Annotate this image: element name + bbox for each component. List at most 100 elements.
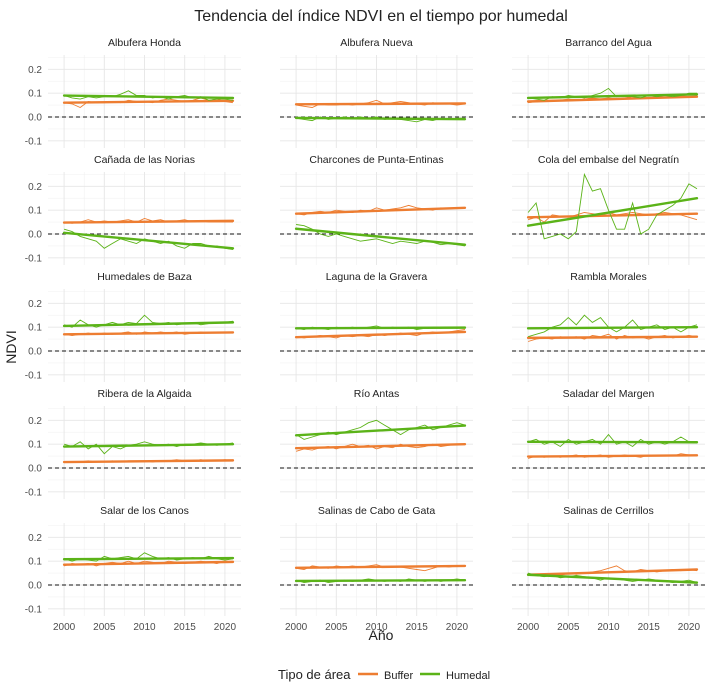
y-tick-label: -0.1 (25, 370, 43, 381)
y-tick-label: -0.1 (25, 604, 43, 615)
humedal-trend-line (526, 573, 699, 584)
humedal-series-line (527, 433, 697, 448)
x-axis-label: Año (369, 627, 394, 643)
facet-panels: Albufera Honda -0.1 0.0 0.1 0.2 Albufera Nuev… (25, 37, 705, 633)
buffer-trend-line (526, 568, 699, 576)
x-tick-label: 2015 (174, 622, 197, 633)
x-tick-label: 2010 (597, 622, 620, 633)
x-tick-label: 2020 (678, 622, 701, 633)
y-axis-label: NDVI (3, 330, 19, 363)
panel-title: Laguna de la Gravera (326, 271, 428, 283)
x-tick-label: 2000 (517, 622, 540, 633)
y-tick-label: 0.1 (28, 323, 42, 334)
x-tick-label: 2020 (446, 622, 469, 633)
y-tick-label: 0.0 (28, 581, 42, 592)
humedal-trend-line (294, 579, 467, 583)
y-tick-label: 0.2 (28, 416, 42, 427)
panel-title: Salar de los Canos (100, 505, 189, 517)
buffer-trend-line (294, 330, 467, 339)
panel-laguna-de-la-gravera: Laguna de la Gravera (280, 271, 473, 382)
humedal-trend-line (294, 116, 467, 121)
buffer-series-line (527, 212, 698, 223)
panel-cola-del-embalse-del-negratin: Cola del embalse del Negratín (512, 154, 705, 265)
humedal-trend-line (62, 556, 235, 561)
panel-albufera-honda: Albufera Honda -0.1 0.0 0.1 0.2 (25, 37, 241, 148)
panel-title: Saladar del Margen (563, 388, 655, 400)
buffer-trend-line (294, 206, 467, 215)
panel-title: Albufera Nueva (340, 37, 413, 49)
humedal-trend-line (294, 326, 467, 330)
panel-salar-de-los-canos: Salar de los Canos -0.1 0.0 0.1 0.2 2000 2005 2… (25, 505, 241, 633)
y-tick-label: -0.1 (25, 253, 43, 264)
chart-title: Tendencia del índice NDVI en el tiempo p… (194, 8, 568, 25)
x-tick-label: 2010 (365, 622, 388, 633)
x-tick-label: 2015 (638, 622, 661, 633)
buffer-trend-line (62, 560, 235, 566)
y-tick-label: 0.0 (28, 347, 42, 358)
buffer-trend-line (526, 212, 699, 219)
y-tick-label: 0.1 (28, 206, 42, 217)
y-tick-label: 0.2 (28, 533, 42, 544)
x-tick-label: 2005 (557, 622, 580, 633)
y-tick-label: -0.1 (25, 136, 43, 147)
panel-title: Rambla Morales (570, 271, 646, 283)
panel-rambla-morales: Rambla Morales (512, 271, 705, 382)
legend-buffer-label: Buffer (384, 670, 413, 682)
x-tick-label: 2000 (53, 622, 76, 633)
panel-title: Salinas de Cabo de Gata (318, 505, 435, 517)
panel-title: Charcones de Punta-Entinas (309, 154, 443, 166)
humedal-series-line (296, 224, 466, 247)
x-tick-label: 2015 (406, 622, 429, 633)
humedal-series-line (527, 172, 698, 240)
humedal-trend-line (62, 442, 235, 448)
buffer-trend-line (62, 219, 235, 224)
panel-barranco-del-agua: Barranco del Agua (512, 37, 705, 148)
x-tick-label: 2000 (285, 622, 308, 633)
panel-canada-de-las-norias: Cañada de las Norias -0.1 0.0 0.1 0.2 (25, 154, 241, 265)
buffer-trend-line (294, 564, 467, 570)
x-tick-label: 2010 (133, 622, 156, 633)
legend-title: Tipo de área (278, 667, 351, 682)
buffer-trend-line (526, 95, 699, 103)
panel-salinas-de-cabo-de-gata: Salinas de Cabo de Gata 2000 2005 2010 2015 2… (280, 505, 473, 633)
humedal-trend-line (62, 321, 235, 328)
panel-rio-antas: Río Antas (280, 388, 473, 499)
panel-charcones-de-punta-entinas: Charcones de Punta-Entinas (280, 154, 473, 265)
panel-humedales-de-baza: Humedales de Baza -0.1 0.0 0.1 0.2 (25, 271, 241, 382)
humedal-trend-line (62, 94, 235, 100)
buffer-trend-line (526, 335, 699, 340)
panel-ribera-de-la-algaida: Ribera de la Algaida -0.1 0.0 0.1 0.2 (25, 388, 241, 499)
y-tick-label: 0.0 (28, 113, 42, 124)
humedal-trend-line (526, 325, 699, 330)
x-tick-label: 2020 (214, 622, 237, 633)
humedal-series-line (527, 314, 698, 338)
panel-title: Cola del embalse del Negratín (538, 154, 679, 166)
panel-title: Barranco del Agua (565, 37, 652, 49)
panel-title: Ribera de la Algaida (98, 388, 192, 400)
humedal-trend-line (62, 231, 235, 250)
y-tick-label: 0.2 (28, 299, 42, 310)
x-tick-label: 2005 (93, 622, 116, 633)
legend-humedal-label: Humedal (446, 670, 490, 682)
panel-title: Río Antas (354, 388, 400, 400)
panel-title: Humedales de Baza (97, 271, 192, 283)
panel-albufera-nueva: Albufera Nueva (280, 37, 473, 148)
panel-title: Cañada de las Norias (94, 154, 195, 166)
humedal-trend-line (294, 227, 467, 246)
y-tick-label: 0.1 (28, 557, 42, 568)
buffer-trend-line (294, 102, 467, 106)
y-tick-label: -0.1 (25, 487, 43, 498)
y-tick-label: 0.0 (28, 464, 42, 475)
buffer-trend-line (62, 459, 235, 464)
panel-salinas-de-cerrillos: Salinas de Cerrillos 2000 2005 2010 2015 2020 (512, 505, 705, 633)
buffer-trend-line (526, 454, 699, 458)
buffer-trend-line (294, 442, 467, 450)
y-tick-label: 0.2 (28, 182, 42, 193)
panel-saladar-del-margen: Saladar del Margen (512, 388, 705, 499)
humedal-trend-line (526, 197, 699, 227)
y-tick-label: 0.2 (28, 65, 42, 76)
buffer-trend-line (62, 99, 235, 104)
humedal-trend-line (294, 424, 467, 437)
legend: Tipo de área Buffer Humedal (278, 667, 490, 682)
